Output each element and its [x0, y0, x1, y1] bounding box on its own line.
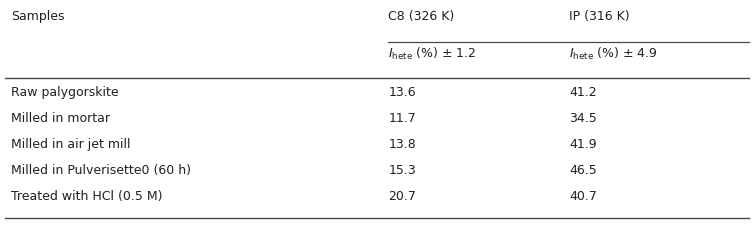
Text: IP (316 K): IP (316 K)	[569, 10, 630, 23]
Text: 34.5: 34.5	[569, 112, 597, 125]
Text: Samples: Samples	[11, 10, 65, 23]
Text: 15.3: 15.3	[388, 164, 416, 177]
Text: $\it{I}$$_{\mathrm{hete}}$ (%) ± 4.9: $\it{I}$$_{\mathrm{hete}}$ (%) ± 4.9	[569, 46, 658, 62]
Text: 20.7: 20.7	[388, 190, 416, 203]
Text: Milled in mortar: Milled in mortar	[11, 112, 110, 125]
Text: 46.5: 46.5	[569, 164, 597, 177]
Text: Milled in Pulverisette0 (60 h): Milled in Pulverisette0 (60 h)	[11, 164, 192, 177]
Text: Raw palygorskite: Raw palygorskite	[11, 86, 119, 99]
Text: 41.2: 41.2	[569, 86, 597, 99]
Text: Milled in air jet mill: Milled in air jet mill	[11, 138, 130, 151]
Text: 40.7: 40.7	[569, 190, 597, 203]
Text: 13.8: 13.8	[388, 138, 416, 151]
Text: 13.6: 13.6	[388, 86, 416, 99]
Text: 41.9: 41.9	[569, 138, 597, 151]
Text: 11.7: 11.7	[388, 112, 416, 125]
Text: Treated with HCl (0.5 M): Treated with HCl (0.5 M)	[11, 190, 163, 203]
Text: C8 (326 K): C8 (326 K)	[388, 10, 455, 23]
Text: $\it{I}$$_{\mathrm{hete}}$ (%) ± 1.2: $\it{I}$$_{\mathrm{hete}}$ (%) ± 1.2	[388, 46, 477, 62]
